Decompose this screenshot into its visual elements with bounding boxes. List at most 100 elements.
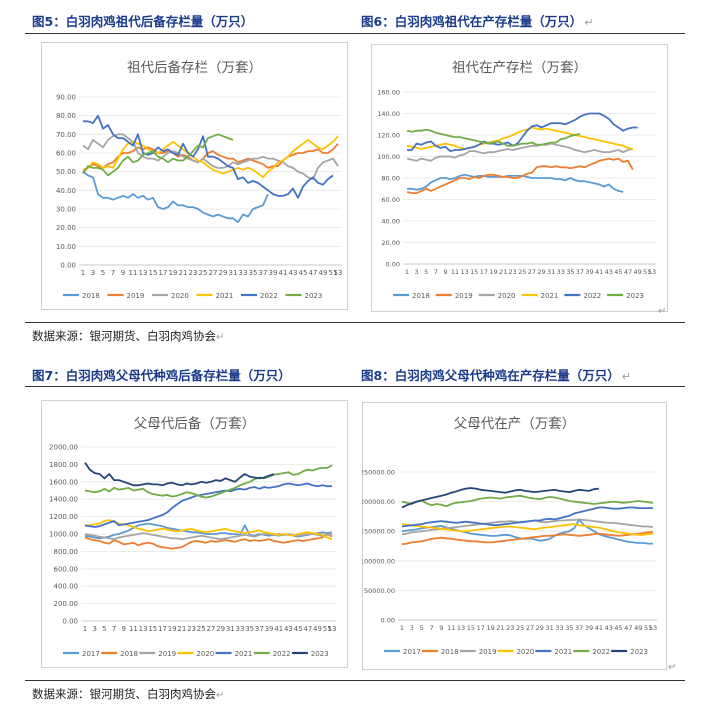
fig8-x-tick-label: 25 bbox=[516, 624, 524, 632]
fig5-x-tick-label: 11 bbox=[129, 269, 138, 277]
fig8-y-tick-label: 0.00 bbox=[381, 617, 395, 625]
fig8-legend-label-2021: 2021 bbox=[554, 648, 572, 656]
fig5-heading-text: 图5：白羽肉鸡祖代后备存栏量（万只） bbox=[32, 14, 254, 29]
fig5-series-2020 bbox=[82, 133, 339, 180]
fig8-legend-label-2023: 2023 bbox=[630, 648, 648, 656]
source-text: 数据来源：银河期货、白羽肉鸡协会 bbox=[32, 687, 216, 701]
fig8-series-2018 bbox=[401, 530, 654, 546]
fig6-legend-label-2018: 2018 bbox=[412, 292, 430, 300]
fig6-x-tick-label: 11 bbox=[451, 268, 459, 276]
fig7-legend-label-2021: 2021 bbox=[235, 650, 253, 658]
fig8-heading: 图8：白羽肉鸡父母代种鸡在产存栏量（万只） ↵ bbox=[361, 365, 631, 384]
fig5-x-tick-label: 9 bbox=[121, 269, 125, 277]
fig6-x-tick-label: 3 bbox=[415, 268, 419, 276]
fig7-x-tick-label: 5 bbox=[102, 625, 106, 633]
fig8-x-tick-label: 17 bbox=[477, 624, 485, 632]
fig7-x-tick-label: 33 bbox=[236, 625, 245, 633]
fig8-x-tick-label: 33 bbox=[555, 624, 563, 632]
fig7-x-tick-label: 17 bbox=[158, 625, 167, 633]
return-mark: ↵ bbox=[621, 370, 631, 383]
fig6-x-tick-label: 43 bbox=[605, 268, 613, 276]
fig5-x-tick-label: 53 bbox=[334, 269, 343, 277]
fig7-x-tick-label: 35 bbox=[245, 625, 254, 633]
fig7-x-tick-label: 11 bbox=[129, 625, 138, 633]
fig6-series-2022 bbox=[407, 112, 638, 152]
fig7-legend-label-2022: 2022 bbox=[273, 650, 291, 658]
fig8-x-tick-label: 43 bbox=[605, 624, 613, 632]
fig7-chart: 父母代后备（万套） 0.00 200.00 400.00 600.00 800.00 100… bbox=[41, 400, 348, 668]
fig5-y-tick-label: 80.00 bbox=[56, 112, 76, 120]
fig5-y-tick-label: 10.00 bbox=[56, 243, 76, 251]
fig6-legend-label-2019: 2019 bbox=[455, 292, 473, 300]
fig6-y-tick-label: 40.00 bbox=[381, 218, 400, 226]
fig6-x-tick-label: 1 bbox=[405, 268, 409, 276]
fig8-x-tick-label: 5 bbox=[420, 624, 424, 632]
return-mark: ↵ bbox=[216, 690, 225, 701]
fig8-legend-label-2017: 2017 bbox=[403, 648, 421, 656]
fig8-chart: 父母代在产（万套） 0.00 50000.00 100000.00 150000.00 2… bbox=[362, 402, 667, 670]
fig7-chart-svg: 父母代后备（万套） 0.00 200.00 400.00 600.00 800.00 100… bbox=[41, 400, 348, 668]
fig7-title: 父母代后备（万套） bbox=[134, 415, 256, 432]
fig7-series-2018 bbox=[84, 533, 333, 550]
fig5-x-tick-label: 3 bbox=[91, 269, 95, 277]
fig7-y-tick-label: 1400.00 bbox=[49, 496, 78, 504]
fig6-x-tick-label: 37 bbox=[576, 268, 584, 276]
fig8-y-tick-label: 250000.00 bbox=[362, 469, 395, 477]
fig6-series-2021 bbox=[406, 126, 634, 150]
fig6-y-tick-label: 0.00 bbox=[386, 261, 400, 269]
fig6-heading: 图6：白羽肉鸡祖代在产存栏量（万只） ↵ bbox=[361, 11, 593, 30]
fig8-x-tick-label: 15 bbox=[467, 624, 475, 632]
fig6-x-tick-label: 33 bbox=[557, 268, 565, 276]
fig6-x-tick-label: 25 bbox=[518, 268, 526, 276]
fig6-x-tick-label: 13 bbox=[461, 268, 469, 276]
fig5-x-tick-label: 31 bbox=[229, 269, 238, 277]
fig6-y-tick-label: 120.00 bbox=[377, 132, 400, 140]
fig6-title: 祖代在产存栏（万套） bbox=[452, 60, 587, 76]
fig7-y-tick-label: 2000.00 bbox=[49, 444, 78, 452]
fig7-x-tick-label: 45 bbox=[294, 625, 303, 633]
fig5-x-tick-label: 27 bbox=[209, 269, 218, 277]
fig6-x-tick-label: 35 bbox=[566, 268, 574, 276]
fig8-x-tick-label: 3 bbox=[410, 624, 414, 632]
fig7-x-tick-label: 25 bbox=[197, 625, 206, 633]
fig7-x-tick-label: 51 bbox=[323, 625, 332, 633]
fig5-x-tick-label: 33 bbox=[239, 269, 248, 277]
fig6-legend-label-2022: 2022 bbox=[583, 292, 601, 300]
fig8-x-tick-label: 39 bbox=[585, 624, 593, 632]
fig8-series-2021 bbox=[401, 506, 653, 528]
fig8-x-tick-label: 31 bbox=[546, 624, 554, 632]
fig5-chart: 祖代后备存栏（万套） 0.00 10.00 20.00 30.00 40.00 50.00 6… bbox=[41, 42, 348, 310]
fig5-legend-label-2021: 2021 bbox=[216, 292, 234, 300]
fig7-heading-text: 图7：白羽肉鸡父母代种鸡后备存栏量（万只） bbox=[32, 368, 291, 383]
fig5-legend-label-2022: 2022 bbox=[260, 292, 278, 300]
fig5-x-tick-label: 21 bbox=[179, 269, 188, 277]
fig5-x-tick-label: 43 bbox=[289, 269, 298, 277]
fig8-x-tick-label: 45 bbox=[614, 624, 622, 632]
fig7-legend-label-2017: 2017 bbox=[82, 650, 100, 658]
fig5-series-2019 bbox=[82, 143, 339, 173]
fig6-x-tick-label: 23 bbox=[509, 268, 517, 276]
fig8-x-tick-label: 7 bbox=[429, 624, 433, 632]
fig7-y-tick-label: 1000.00 bbox=[49, 531, 78, 539]
fig7-x-tick-label: 53 bbox=[328, 625, 337, 633]
fig6-x-tick-label: 41 bbox=[595, 268, 603, 276]
fig5-y-tick-label: 90.00 bbox=[56, 94, 76, 102]
fig5-x-tick-label: 1 bbox=[81, 269, 85, 277]
fig5-x-tick-label: 23 bbox=[189, 269, 198, 277]
fig7-legend-label-2023: 2023 bbox=[311, 650, 329, 658]
fig8-x-tick-label: 9 bbox=[439, 624, 443, 632]
fig7-y-tick-label: 1600.00 bbox=[49, 478, 78, 486]
fig8-series-2020 bbox=[401, 523, 654, 536]
fig8-legend-label-2018: 2018 bbox=[441, 648, 459, 656]
fig7-legend-label-2019: 2019 bbox=[158, 650, 176, 658]
fig6-y-tick-label: 140.00 bbox=[377, 110, 400, 118]
fig5-x-tick-label: 7 bbox=[111, 269, 115, 277]
fig5-y-tick-label: 70.00 bbox=[56, 131, 76, 139]
fig6-series-2019 bbox=[406, 157, 634, 194]
fig5-title: 祖代后备存栏（万套） bbox=[127, 59, 262, 76]
fig8-x-tick-label: 49 bbox=[634, 624, 642, 632]
fig8-x-tick-label: 41 bbox=[595, 624, 603, 632]
fig6-y-tick-label: 100.00 bbox=[377, 153, 400, 161]
fig5-x-tick-label: 45 bbox=[299, 269, 308, 277]
fig6-y-tick-label: 20.00 bbox=[381, 239, 400, 247]
